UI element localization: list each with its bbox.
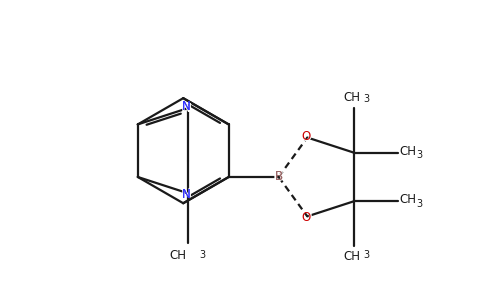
Text: N: N [181,102,192,115]
Text: B: B [273,169,284,184]
Text: CH: CH [344,250,361,263]
Text: 3: 3 [199,250,206,260]
Text: 3: 3 [416,150,423,160]
Text: N: N [182,100,191,113]
Text: CH: CH [400,145,417,158]
Text: CH: CH [400,194,417,206]
Text: 3: 3 [363,94,369,104]
Text: 3: 3 [363,250,369,260]
Text: N: N [182,188,191,201]
Text: O: O [302,211,311,224]
Text: CH: CH [344,91,361,104]
Text: N: N [182,100,191,113]
Text: O: O [300,210,312,225]
Text: O: O [300,129,312,144]
Text: N: N [181,187,192,200]
Text: CH: CH [169,249,186,262]
Text: O: O [302,130,311,142]
Text: B: B [274,170,283,184]
Text: 3: 3 [416,199,423,209]
Text: N: N [182,188,191,201]
Text: B: B [274,170,283,184]
